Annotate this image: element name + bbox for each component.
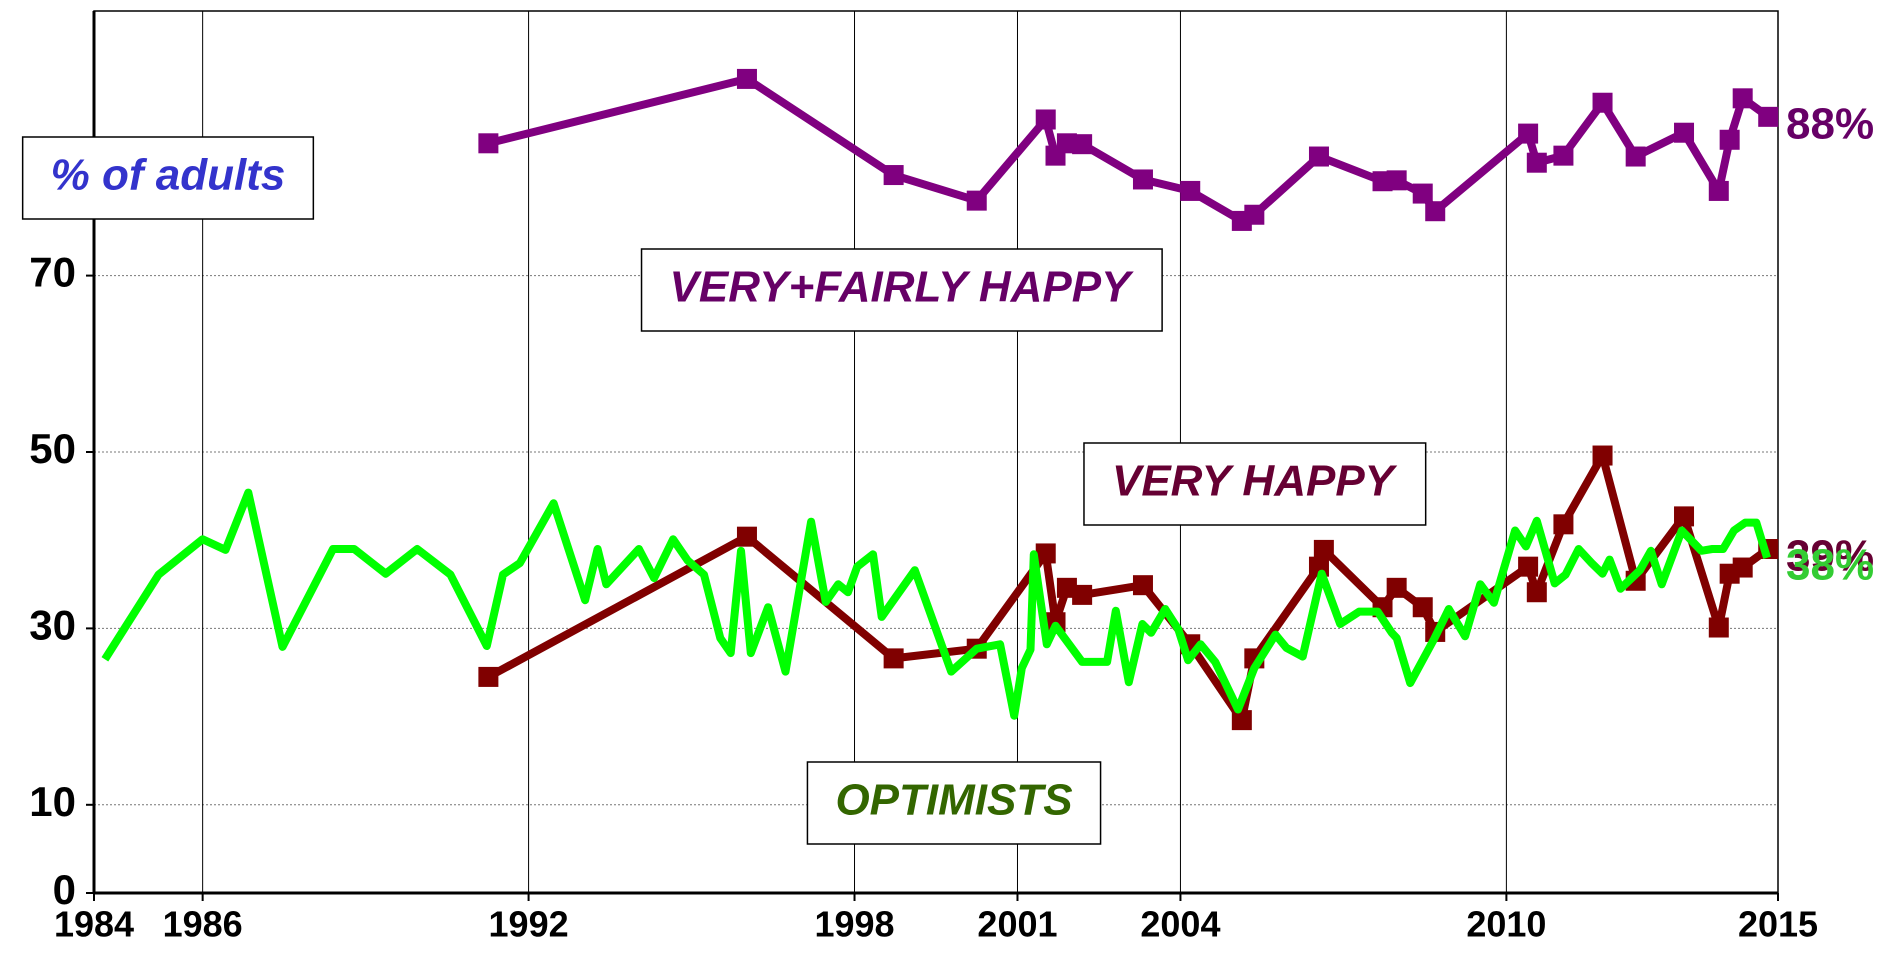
marker bbox=[1526, 152, 1547, 173]
label-box bbox=[806, 761, 1102, 845]
marker bbox=[1231, 710, 1252, 731]
end-label: 38% bbox=[1786, 540, 1874, 589]
x-tick-label: 1998 bbox=[814, 904, 894, 945]
marker bbox=[736, 68, 757, 89]
marker bbox=[1592, 92, 1613, 113]
marker bbox=[1386, 577, 1407, 598]
series-label: VERY+FAIRLY HAPPY bbox=[670, 263, 1135, 312]
marker bbox=[1180, 180, 1201, 201]
marker bbox=[1035, 109, 1056, 130]
marker bbox=[1758, 106, 1779, 127]
end-label: 39% bbox=[1786, 532, 1874, 581]
series-label: OPTIMISTS bbox=[835, 776, 1072, 825]
y-tick-label: 30 bbox=[29, 601, 76, 648]
series-label: VERY HAPPY bbox=[1112, 457, 1398, 506]
x-tick-label: 2004 bbox=[1140, 904, 1220, 945]
marker bbox=[1308, 146, 1329, 167]
marker bbox=[1732, 557, 1753, 578]
marker bbox=[883, 165, 904, 186]
marker bbox=[1412, 183, 1433, 204]
end-label: 88% bbox=[1786, 99, 1874, 148]
marker bbox=[1072, 584, 1093, 605]
series-line bbox=[487, 74, 1771, 225]
y-axis-title-box: % of adults bbox=[21, 136, 315, 220]
series-line bbox=[101, 488, 1771, 720]
marker bbox=[1313, 539, 1334, 560]
marker bbox=[1526, 582, 1547, 603]
marker bbox=[966, 190, 987, 211]
series-label-box: OPTIMISTS bbox=[806, 761, 1102, 845]
marker bbox=[1425, 201, 1446, 222]
marker bbox=[1132, 169, 1153, 190]
x-tick-label: 1992 bbox=[489, 904, 569, 945]
y-tick-label: 70 bbox=[29, 249, 76, 296]
y-tick-label: 50 bbox=[29, 425, 76, 472]
x-tick-label: 2010 bbox=[1466, 904, 1546, 945]
x-tick-label: 1986 bbox=[163, 904, 243, 945]
marker bbox=[883, 648, 904, 669]
marker bbox=[478, 133, 499, 154]
marker bbox=[478, 666, 499, 687]
y-axis-title: % of adults bbox=[51, 151, 286, 200]
marker bbox=[1412, 597, 1433, 618]
marker bbox=[1674, 122, 1695, 143]
marker bbox=[1386, 170, 1407, 191]
label-box bbox=[21, 136, 315, 220]
x-tick-label: 1984 bbox=[54, 904, 134, 945]
marker bbox=[1056, 133, 1077, 154]
marker bbox=[1732, 88, 1753, 109]
marker bbox=[1625, 146, 1646, 167]
y-tick-label: 10 bbox=[29, 778, 76, 825]
marker bbox=[1072, 134, 1093, 155]
x-tick-label: 2015 bbox=[1738, 904, 1818, 945]
series-label-box: VERY HAPPY bbox=[1083, 442, 1427, 526]
marker bbox=[1592, 445, 1613, 466]
label-box bbox=[1083, 442, 1427, 526]
marker bbox=[1035, 543, 1056, 564]
marker bbox=[1708, 180, 1729, 201]
marker bbox=[1518, 123, 1539, 144]
marker bbox=[1674, 506, 1695, 527]
label-box bbox=[640, 248, 1163, 332]
marker bbox=[1056, 577, 1077, 598]
marker bbox=[1708, 617, 1729, 638]
y-tick-label: 0 bbox=[53, 866, 76, 913]
marker bbox=[1244, 204, 1265, 225]
marker bbox=[1132, 575, 1153, 596]
series-line bbox=[486, 451, 1771, 725]
marker bbox=[1518, 556, 1539, 577]
marker bbox=[1553, 145, 1574, 166]
marker bbox=[1553, 514, 1574, 535]
x-tick-label: 2001 bbox=[977, 904, 1057, 945]
series-label-box: VERY+FAIRLY HAPPY bbox=[640, 248, 1163, 332]
marker bbox=[1719, 129, 1740, 150]
marker bbox=[736, 526, 757, 547]
